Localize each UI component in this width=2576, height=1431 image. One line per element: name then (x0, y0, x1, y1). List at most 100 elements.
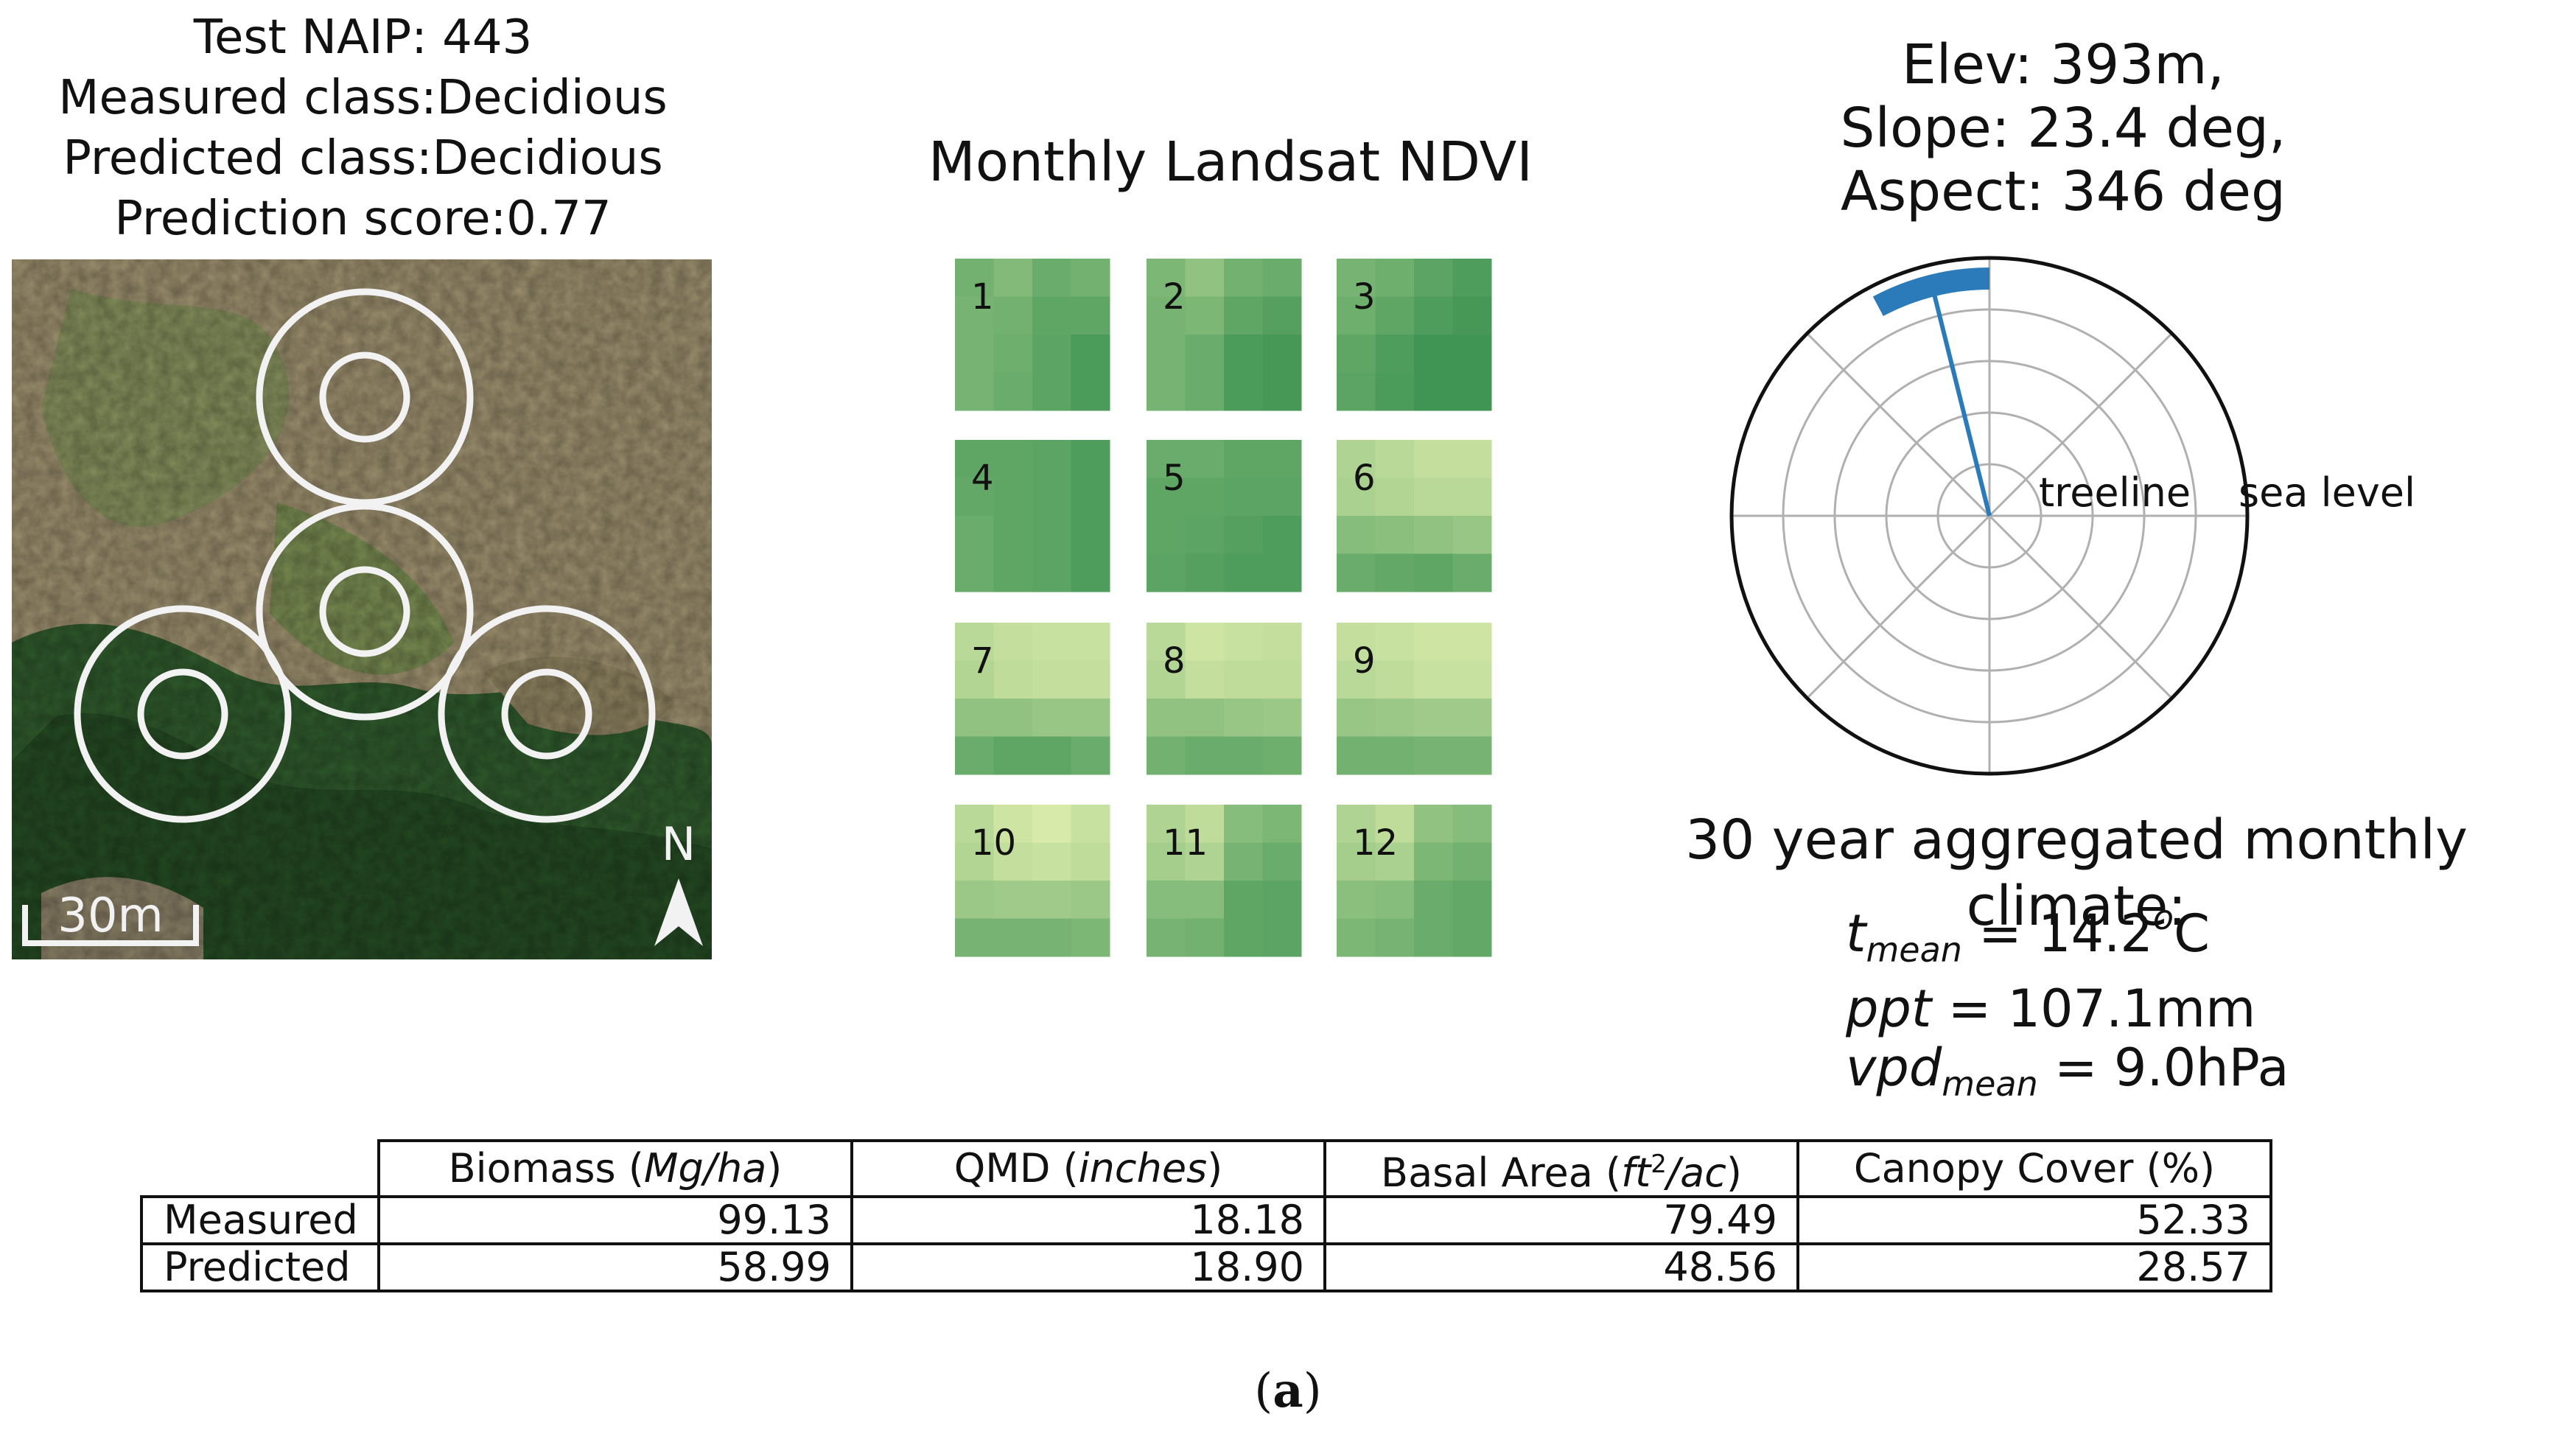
ndvi-cell (993, 736, 1033, 775)
ndvi-cell (1071, 259, 1110, 297)
ndvi-cell (1414, 623, 1453, 661)
ndvi-cell (1185, 477, 1225, 517)
ndvi-cell (1262, 440, 1302, 478)
polar-outer-ring (1729, 256, 2250, 776)
vpd-value: = 9.0hPa (2037, 1038, 2289, 1098)
ndvi-tile-11: 11 (1147, 805, 1302, 957)
ndvi-cell (955, 699, 994, 737)
ndvi-tile-6: 6 (1337, 440, 1492, 592)
ndvi-cell (1452, 296, 1492, 335)
ndvi-tile-label: 2 (1163, 276, 1186, 318)
table-header-row: Biomass (Mg/ha) QMD (inches) Basal Area … (141, 1139, 2272, 1198)
ndvi-cell (1337, 842, 1376, 881)
ndvi-cell (1185, 259, 1225, 297)
ndvi-cell (1375, 881, 1415, 919)
ndvi-cell (1185, 805, 1225, 843)
naip-title-line-2: Measured class:Decidious (58, 71, 668, 125)
ndvi-tile-8: 8 (1147, 623, 1302, 775)
ndvi-cell (1414, 699, 1453, 737)
ndvi-cell (1185, 516, 1225, 554)
ndvi-cell (993, 477, 1033, 517)
ndvi-cell (1032, 296, 1071, 335)
ndvi-cell (1224, 699, 1263, 737)
ndvi-title: Monthly Landsat NDVI (928, 130, 1533, 194)
ndvi-cell (955, 623, 994, 661)
ndvi-cell (1262, 805, 1302, 843)
table-row: Predicted 58.99 18.90 48.56 28.57 (140, 1242, 2272, 1292)
polar-grid (1732, 258, 2247, 774)
ndvi-cell (993, 516, 1033, 554)
radial-label-sea-level: sea level (2239, 469, 2415, 516)
polar-grid-spoke (1806, 514, 1991, 699)
ndvi-cell (1375, 553, 1415, 592)
ndvi-cell (1262, 259, 1302, 297)
ndvi-cell (955, 553, 994, 592)
table-corner (141, 1141, 380, 1198)
ndvi-cell (1414, 805, 1453, 843)
ndvi-cell (993, 699, 1033, 737)
plot-circle-outer-center (256, 503, 474, 721)
vpd-subscript: mean (1942, 1064, 2038, 1104)
ndvi-cell (955, 440, 994, 478)
ndvi-tile-label: 7 (971, 640, 994, 682)
ndvi-cell (1414, 259, 1453, 297)
ndvi-cell (1032, 516, 1071, 554)
ndvi-cell (1452, 335, 1492, 373)
ndvi-tile-label: 4 (971, 458, 994, 499)
ndvi-cell (1071, 296, 1110, 335)
ndvi-cell (1224, 623, 1263, 661)
ndvi-cell (955, 372, 994, 411)
ndvi-cell (993, 440, 1033, 478)
plot-circle-outer-right (438, 605, 656, 823)
naip-aerial-image: 30m N (12, 259, 712, 959)
ndvi-cell (1452, 699, 1492, 737)
ndvi-cell (1452, 842, 1492, 881)
ndvi-cell (1452, 440, 1492, 478)
ndvi-cell (1185, 736, 1225, 775)
ndvi-cell (1262, 335, 1302, 373)
ndvi-cell (1147, 805, 1186, 843)
climate-tmean: tmean = 14.2oC (1846, 888, 2289, 979)
header-basal-area: Basal Area (ft2/ac) (1323, 1139, 1799, 1198)
ndvi-cell (955, 660, 994, 699)
plot-circle-outer-left (74, 605, 292, 823)
ndvi-cell (1414, 881, 1453, 919)
ndvi-cell (1032, 881, 1071, 919)
ndvi-cell (1375, 259, 1415, 297)
ndvi-cell (1375, 623, 1415, 661)
ndvi-cell (1414, 736, 1453, 775)
ndvi-tile-label: 10 (971, 822, 1016, 864)
ndvi-cell (1185, 660, 1225, 699)
plot-circle-outer-top (256, 288, 474, 506)
ndvi-cell (955, 516, 994, 554)
ndvi-cell (1337, 335, 1376, 373)
ndvi-cell (1224, 259, 1263, 297)
ndvi-cell (1414, 440, 1453, 478)
ndvi-cell (1262, 553, 1302, 592)
ndvi-cell (1375, 372, 1415, 411)
ndvi-cell (1414, 660, 1453, 699)
topo-title-line-2: Slope: 23.4 deg, (1840, 97, 2286, 160)
ndvi-cell (1032, 699, 1071, 737)
ndvi-tile-1: 1 (955, 259, 1110, 411)
ndvi-cell (1185, 440, 1225, 478)
ndvi-cell (1452, 516, 1492, 554)
row-label: Measured (140, 1195, 380, 1245)
ndvi-tile-10: 10 (955, 805, 1110, 957)
ndvi-tile-9: 9 (1337, 623, 1492, 775)
north-label: N (662, 817, 696, 871)
ndvi-cell (1337, 918, 1376, 957)
topo-title-line-1: Elev: 393m, (1902, 33, 2225, 97)
naip-title-line-1: Test NAIP: 443 (193, 10, 533, 65)
ndvi-cell (1071, 842, 1110, 881)
ndvi-cell (1224, 477, 1263, 517)
ndvi-tile-label: 9 (1353, 640, 1376, 682)
ndvi-cell (1375, 440, 1415, 478)
ndvi-cell (955, 805, 994, 843)
ndvi-cell (1224, 881, 1263, 919)
ndvi-cell (993, 881, 1033, 919)
ndvi-cell (1224, 842, 1263, 881)
ndvi-cell (1375, 477, 1415, 517)
ndvi-cell (1147, 440, 1186, 478)
ndvi-cell (993, 918, 1033, 957)
